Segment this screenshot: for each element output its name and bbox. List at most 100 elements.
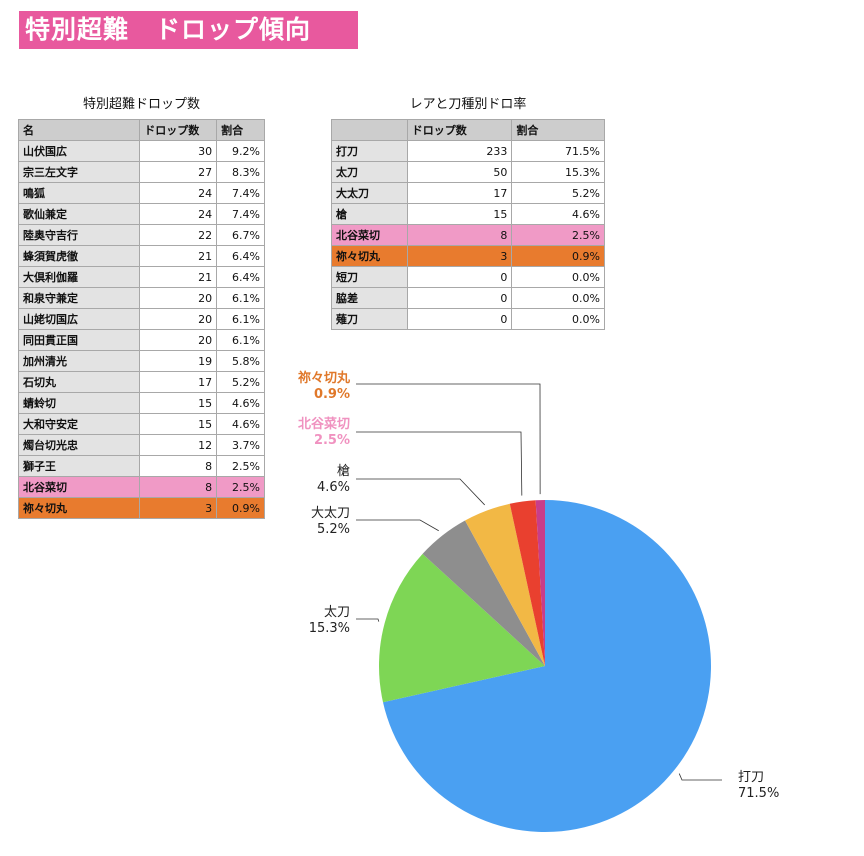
table-row: 山姥切国広 20 6.1% — [17, 308, 265, 330]
row-name: 石切丸 — [17, 371, 141, 393]
row-name: 脇差 — [331, 287, 408, 309]
table-row: 脇差 0 0.0% — [331, 287, 605, 309]
row-count: 15 — [139, 392, 218, 414]
pie-slice — [382, 500, 711, 832]
row-count: 27 — [139, 161, 218, 183]
row-count: 3 — [139, 497, 218, 519]
leader-line — [678, 773, 722, 781]
row-name: 薙刀 — [331, 308, 408, 330]
type-rate-table: ドロップ数 割合 打刀 233 71.5% 太刀 50 15.3% 大太刀 17 5.2% 槍 15… — [331, 119, 605, 330]
row-name: 大和守安定 — [17, 413, 141, 435]
pie-slice — [378, 553, 545, 703]
row-name: 山伏国広 — [17, 140, 141, 162]
pie-slice — [422, 520, 545, 666]
row-pct: 8.3% — [216, 161, 265, 183]
row-pct: 6.1% — [216, 287, 265, 309]
table-row: 和泉守兼定 20 6.1% — [17, 287, 265, 309]
table-row: 陸奥守吉行 22 6.7% — [17, 224, 265, 246]
row-pct: 3.7% — [216, 434, 265, 456]
pie-slice — [509, 500, 545, 666]
row-pct: 15.3% — [511, 161, 605, 183]
table-row: 蜻蛉切 15 4.6% — [17, 392, 265, 414]
row-pct: 0.9% — [216, 497, 265, 519]
row-pct: 5.2% — [216, 371, 265, 393]
row-name: 祢々切丸 — [331, 245, 408, 267]
row-name: 燭台切光忠 — [17, 434, 141, 456]
row-count: 15 — [139, 413, 218, 435]
table-row: 祢々切丸 3 0.9% — [331, 245, 605, 267]
table-row: 短刀 0 0.0% — [331, 266, 605, 288]
table-header-row: ドロップ数 割合 — [331, 119, 605, 141]
slice-label: 祢々切丸 — [298, 370, 351, 386]
row-pct: 6.7% — [216, 224, 265, 246]
leader-line — [356, 383, 541, 495]
row-count: 22 — [139, 224, 218, 246]
table-row: 太刀 50 15.3% — [331, 161, 605, 183]
row-name: 陸奥守吉行 — [17, 224, 141, 246]
leader-line — [356, 478, 485, 506]
row-name: 和泉守兼定 — [17, 287, 141, 309]
slice-label: 北谷菜切 — [298, 416, 350, 432]
row-name: 槍 — [331, 203, 408, 225]
table-row: 打刀 233 71.5% — [331, 140, 605, 162]
table-row: 大倶利伽羅 21 6.4% — [17, 266, 265, 288]
table-row: 薙刀 0 0.0% — [331, 308, 605, 330]
table-row: 鳴狐 24 7.4% — [17, 182, 265, 204]
table2-caption: レアと刀種別ドロ率 — [409, 97, 527, 112]
header-blank — [331, 119, 408, 141]
row-name: 打刀 — [331, 140, 408, 162]
row-pct: 2.5% — [511, 224, 605, 246]
row-count: 0 — [406, 287, 513, 309]
slice-label: 槍 — [337, 464, 350, 479]
row-count: 0 — [406, 308, 513, 330]
row-pct: 0.0% — [511, 308, 605, 330]
row-pct: 6.1% — [216, 308, 265, 330]
row-count: 233 — [406, 140, 513, 162]
row-pct: 7.4% — [216, 203, 265, 225]
row-count: 8 — [139, 455, 218, 477]
row-name: 山姥切国広 — [17, 308, 141, 330]
row-count: 0 — [406, 266, 513, 288]
row-pct: 6.1% — [216, 329, 265, 351]
row-pct: 0.0% — [511, 287, 605, 309]
slice-pct-label: 2.5% — [314, 433, 350, 448]
table-row: 祢々切丸 3 0.9% — [17, 497, 265, 519]
header-count: ドロップ数 — [139, 119, 218, 141]
header-pct: 割合 — [511, 119, 605, 141]
row-name: 加州清光 — [17, 350, 141, 372]
slice-pct-label: 71.5% — [738, 786, 779, 801]
leader-line — [356, 618, 380, 622]
row-count: 20 — [139, 287, 218, 309]
row-count: 21 — [139, 266, 218, 288]
row-count: 50 — [406, 161, 513, 183]
row-pct: 5.8% — [216, 350, 265, 372]
row-pct: 9.2% — [216, 140, 265, 162]
slice-label: 打刀 — [738, 770, 764, 785]
table-row: 歌仙兼定 24 7.4% — [17, 203, 265, 225]
row-count: 30 — [139, 140, 218, 162]
row-pct: 2.5% — [216, 455, 265, 477]
slice-pct-label: 5.2% — [317, 522, 350, 537]
pie-slice — [535, 500, 545, 666]
slice-pct-label: 15.3% — [309, 621, 350, 636]
row-pct: 0.9% — [511, 245, 605, 267]
slice-pct-label: 4.6% — [317, 480, 350, 495]
row-count: 12 — [139, 434, 218, 456]
row-pct: 6.4% — [216, 245, 265, 267]
table-row: 燭台切光忠 12 3.7% — [17, 434, 265, 456]
slice-label: 大太刀 — [311, 506, 350, 521]
row-count: 17 — [139, 371, 218, 393]
row-name: 鳴狐 — [17, 182, 141, 204]
leader-line — [356, 431, 523, 496]
table-row: 石切丸 17 5.2% — [17, 371, 265, 393]
row-pct: 5.2% — [511, 182, 605, 204]
leader-line — [356, 519, 439, 532]
row-name: 歌仙兼定 — [17, 203, 141, 225]
row-name: 祢々切丸 — [17, 497, 141, 519]
row-pct: 7.4% — [216, 182, 265, 204]
table-row: 獅子王 8 2.5% — [17, 455, 265, 477]
table-row: 同田貫正国 20 6.1% — [17, 329, 265, 351]
row-pct: 71.5% — [511, 140, 605, 162]
row-count: 8 — [139, 476, 218, 498]
